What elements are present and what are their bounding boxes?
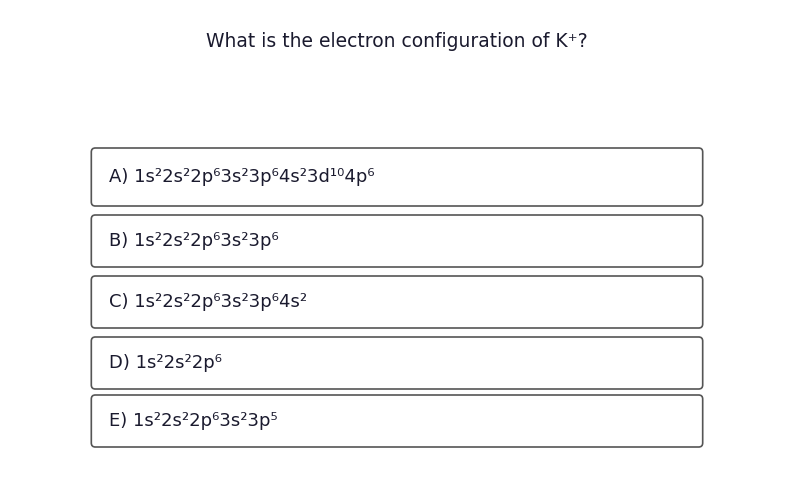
FancyBboxPatch shape (91, 215, 703, 267)
Text: A) 1s²2s²2p⁶​3s²3p⁶​4s²3d¹⁰​4p⁶: A) 1s²2s²2p⁶​3s²3p⁶​4s²3d¹⁰​4p⁶ (110, 168, 375, 186)
Text: D) 1s²2s²2p⁶: D) 1s²2s²2p⁶ (110, 354, 222, 372)
FancyBboxPatch shape (91, 148, 703, 206)
Text: C) 1s²2s²2p⁶​3s²3p⁶​4s²: C) 1s²2s²2p⁶​3s²3p⁶​4s² (110, 293, 307, 311)
FancyBboxPatch shape (91, 395, 703, 447)
Text: What is the electron configuration of K⁺?: What is the electron configuration of K⁺… (206, 32, 588, 51)
Text: E) 1s²2s²2p⁶​3s²3p⁵: E) 1s²2s²2p⁶​3s²3p⁵ (110, 412, 278, 430)
FancyBboxPatch shape (91, 276, 703, 328)
FancyBboxPatch shape (91, 337, 703, 389)
Text: B) 1s²2s²2p⁶​3s²3p⁶: B) 1s²2s²2p⁶​3s²3p⁶ (110, 232, 279, 250)
